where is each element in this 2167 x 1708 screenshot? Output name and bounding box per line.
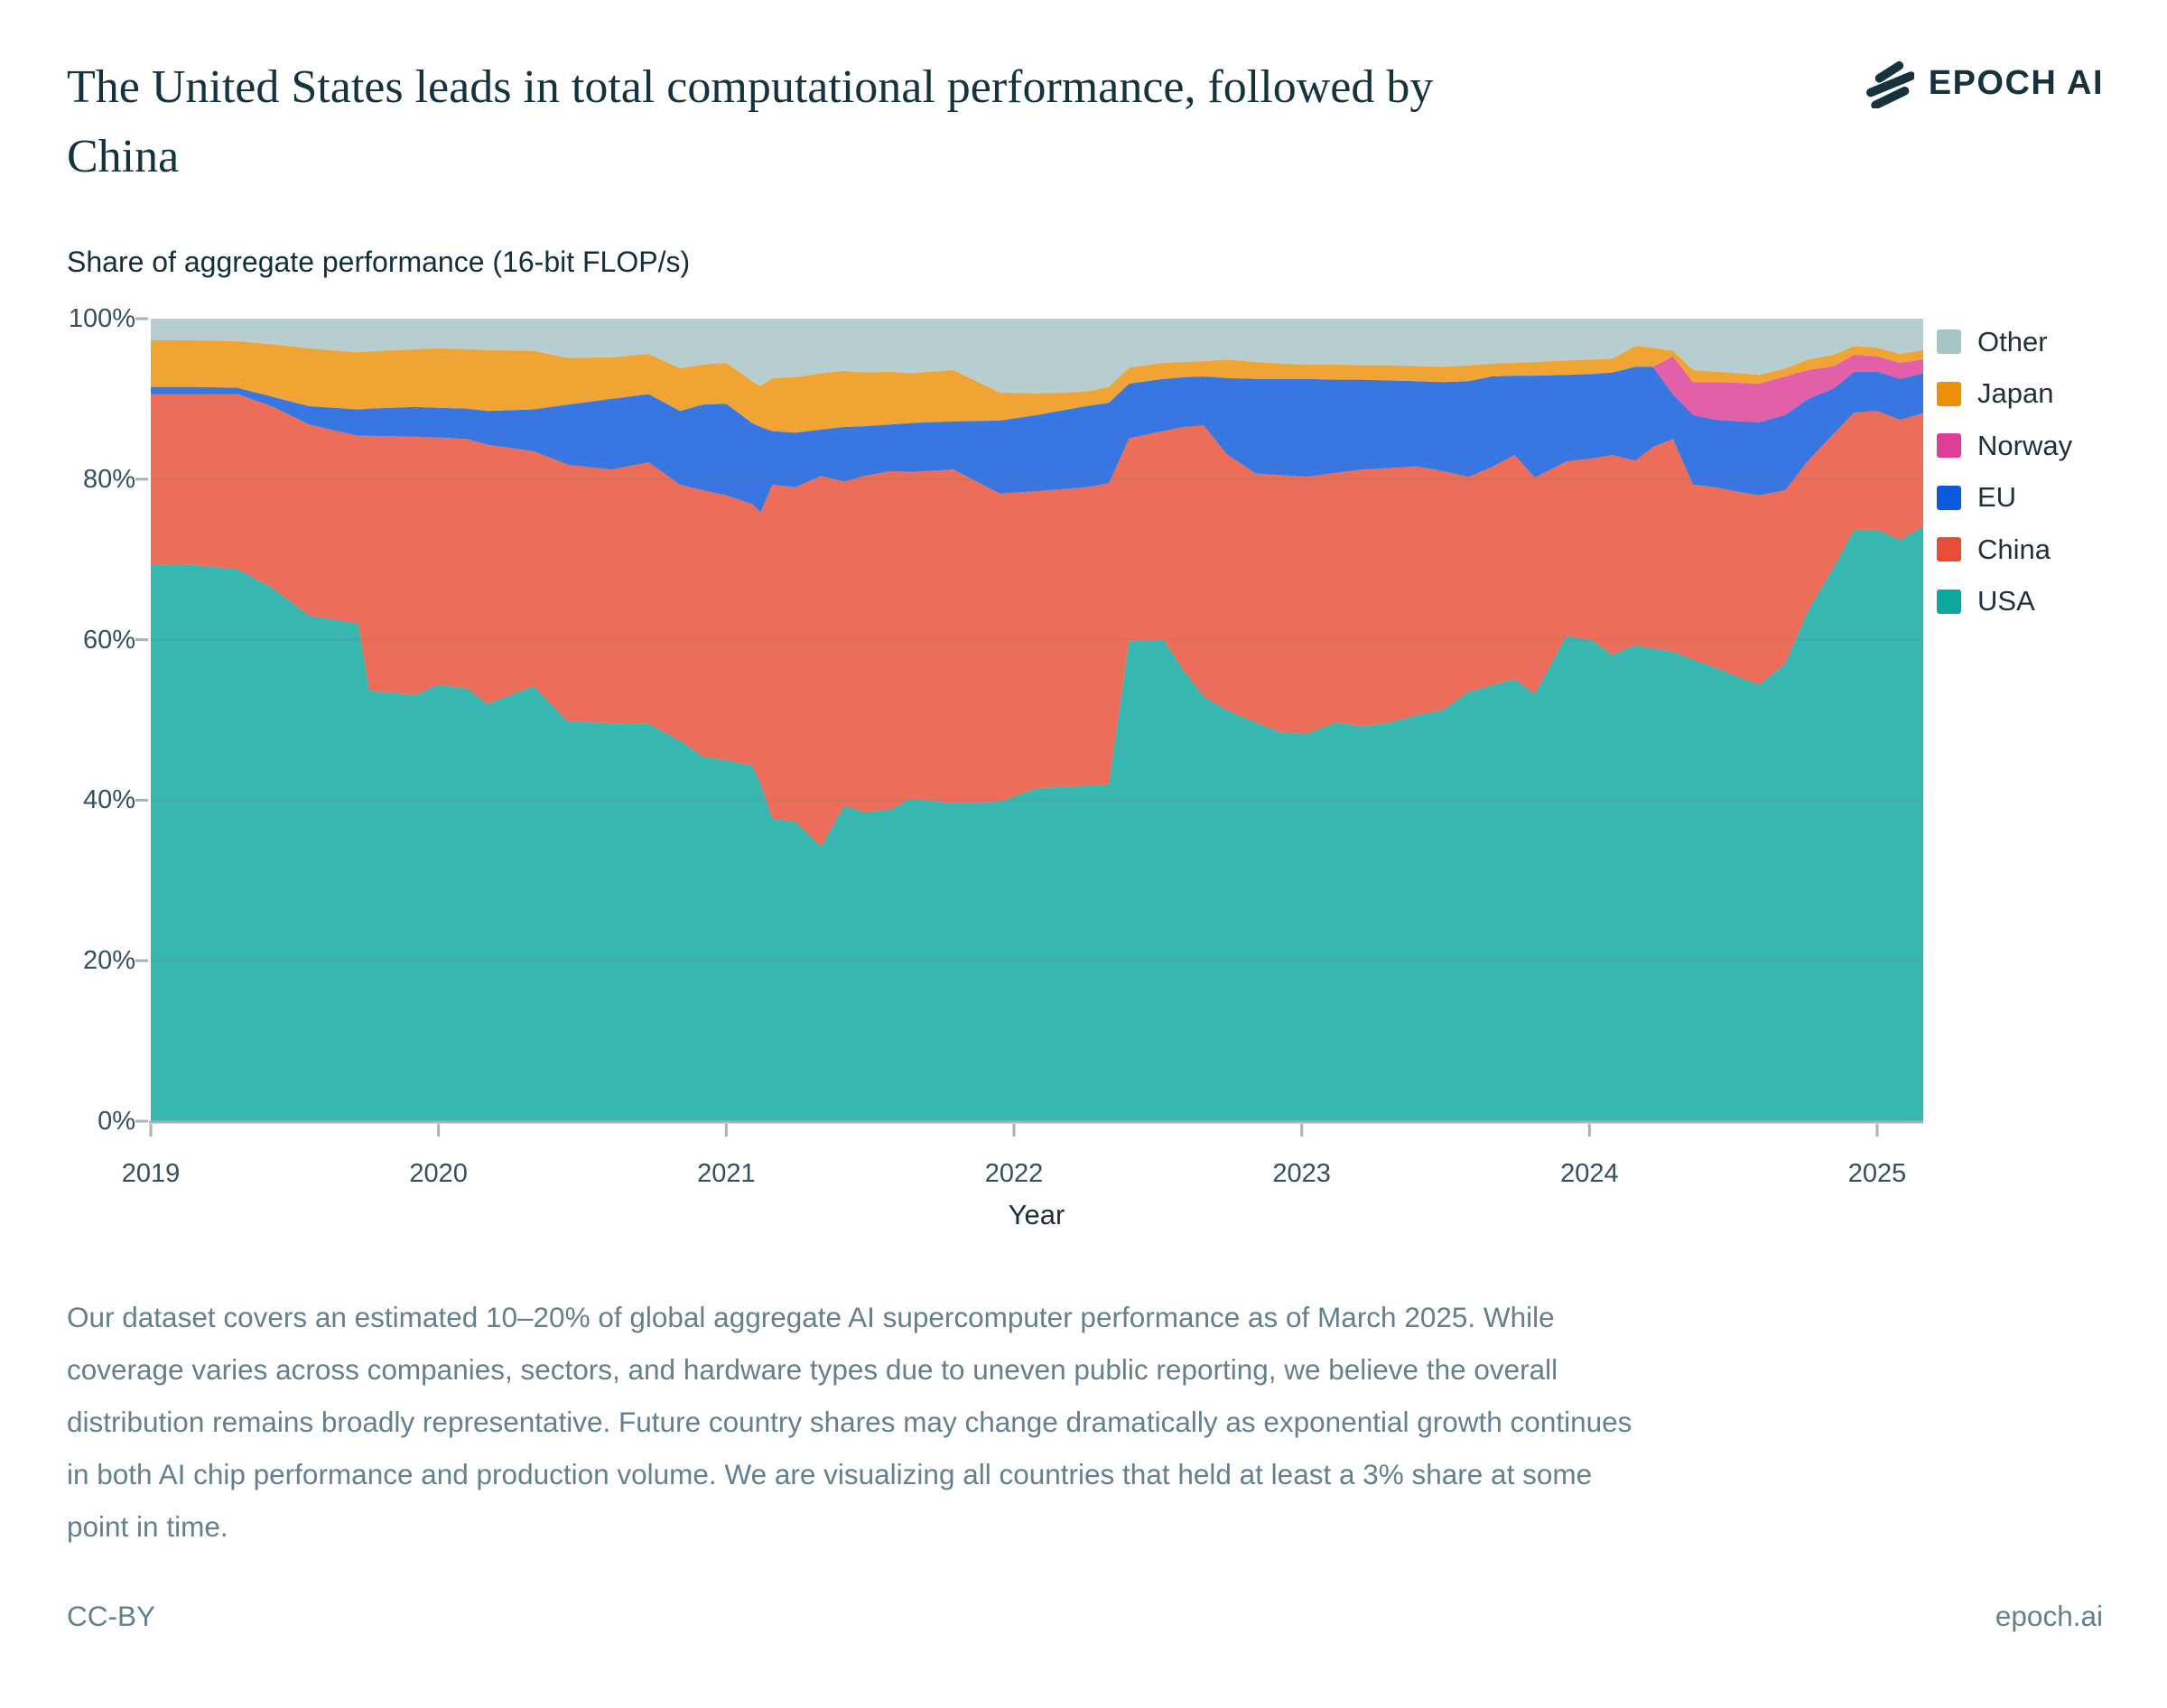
x-tick-label-2025: 2025	[1847, 1159, 1907, 1188]
footnote-line: Our dataset covers an estimated 10–20% o…	[67, 1301, 1555, 1333]
brand-wordmark: EPOCH AI	[1928, 63, 2104, 102]
legend-item-norway[interactable]: Norway	[1937, 420, 2072, 472]
y-tick-label-40: 40%	[82, 785, 135, 815]
area-china	[151, 394, 1923, 847]
epoch-logo-icon	[1864, 58, 1914, 108]
footnote-line: point in time.	[67, 1510, 228, 1543]
legend-swatch-usa	[1937, 589, 1961, 614]
epoch-site-link[interactable]: epoch.ai	[1995, 1600, 2103, 1632]
legend-swatch-japan	[1937, 381, 1961, 406]
y-tick-label-80: 80%	[82, 464, 135, 494]
y-tick-label-0: 0%	[98, 1107, 135, 1136]
x-tick-label-2024: 2024	[1560, 1159, 1619, 1188]
footnote-line: distribution remains broadly representat…	[67, 1406, 1632, 1438]
legend-label-japan: Japan	[1977, 377, 2054, 410]
area-norway	[151, 355, 1923, 433]
footnote-line: coverage varies across companies, sector…	[67, 1353, 1558, 1386]
y-tick-label-100: 100%	[68, 304, 135, 333]
page-title-line2: China	[67, 131, 180, 182]
y-tick-label-60: 60%	[82, 625, 135, 654]
legend-swatch-eu	[1937, 485, 1961, 510]
x-tick-label-2023: 2023	[1272, 1159, 1331, 1188]
footnote: Our dataset covers an estimated 10–20% o…	[67, 1291, 2107, 1553]
page-title-line1: The United States leads in total computa…	[67, 61, 1434, 113]
legend-label-norway: Norway	[1977, 429, 2073, 461]
legend-item-eu[interactable]: EU	[1937, 472, 2072, 524]
x-tick-label-2021: 2021	[697, 1159, 756, 1188]
legend-item-japan[interactable]: Japan	[1937, 368, 2072, 421]
area-other	[151, 319, 1923, 394]
legend-item-other[interactable]: Other	[1937, 316, 2072, 368]
legend-label-china: China	[1977, 533, 2051, 565]
area-usa	[151, 526, 1923, 1121]
legend-swatch-norway	[1937, 433, 1961, 459]
x-axis-title: Year	[1008, 1199, 1065, 1230]
license-label: CC-BY	[67, 1600, 156, 1632]
footnote-line: in both AI chip performance and producti…	[67, 1458, 1593, 1490]
area-japan	[151, 340, 1923, 433]
x-tick-label-2020: 2020	[409, 1159, 468, 1188]
y-axis-title: Share of aggregate performance (16-bit F…	[67, 246, 691, 278]
legend-label-usa: USA	[1977, 585, 2035, 617]
legend-swatch-other	[1937, 330, 1961, 355]
legend-item-china[interactable]: China	[1937, 524, 2072, 576]
legend-label-eu: EU	[1977, 481, 2017, 514]
x-tick-label-2019: 2019	[121, 1159, 181, 1188]
legend-item-usa[interactable]: USA	[1937, 576, 2072, 628]
page-title: The United States leads in total computa…	[67, 52, 1764, 191]
epoch-ai-logo: EPOCH AI	[1864, 58, 2104, 108]
area-eu	[151, 367, 1923, 513]
legend-label-other: Other	[1977, 325, 2048, 357]
legend-swatch-china	[1937, 537, 1961, 562]
chart-legend: Other Japan Norway EU China USA	[1937, 316, 2072, 627]
y-tick-label-20: 20%	[82, 946, 135, 976]
x-tick-label-2022: 2022	[984, 1159, 1044, 1188]
